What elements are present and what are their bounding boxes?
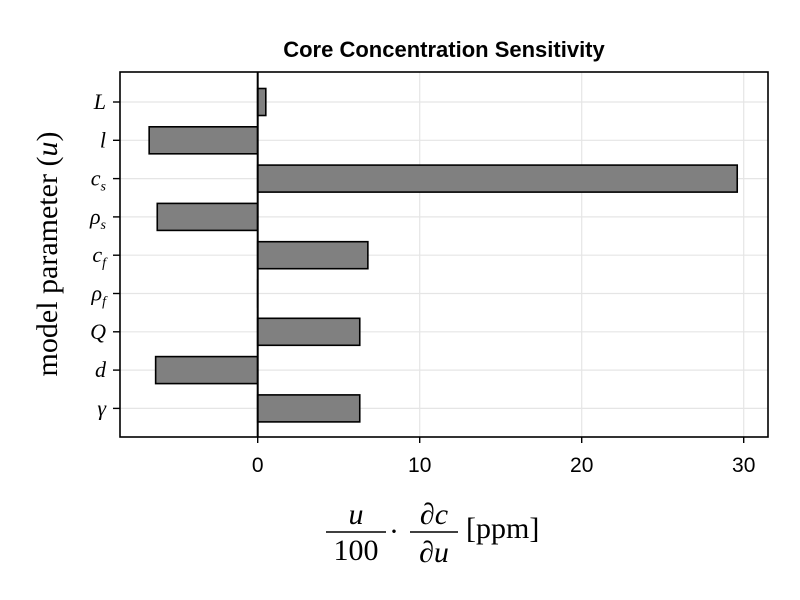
x-label-den2: ∂u (419, 536, 449, 569)
y-tick-label: l (100, 127, 106, 152)
x-axis-label: u 100 · ∂c ∂u [ppm] (326, 498, 539, 569)
x-label-units: [ppm] (466, 512, 539, 545)
y-tick-label: γ (97, 395, 107, 420)
x-label-num1: u (349, 498, 364, 531)
bar (148, 126, 259, 155)
x-tick-label: 30 (732, 454, 755, 477)
bar (154, 355, 259, 385)
bar (256, 240, 369, 270)
y-axis-label: model parameter (u) (31, 132, 64, 377)
y-axis-ticks: Ll cs ρs cf ρf Qdγ (89, 89, 120, 420)
bar (256, 394, 361, 423)
x-axis-ticks: 0 10 20 30 (252, 437, 755, 477)
y-tick-label: L (93, 89, 106, 114)
x-label-num2: ∂c (420, 498, 448, 531)
y-tick-label: ρs (89, 204, 107, 233)
y-axis-label-var: u (31, 142, 64, 157)
bar (256, 87, 267, 117)
y-tick-label: cs (91, 166, 107, 195)
bar (256, 317, 361, 347)
bar (256, 164, 739, 193)
x-tick-label: 20 (570, 454, 593, 477)
y-axis-label-text: model parameter (31, 167, 64, 377)
x-label-dot: · (389, 515, 399, 548)
bar (156, 202, 259, 232)
x-label-den1: 100 (334, 534, 379, 567)
chart-title: Core Concentration Sensitivity (283, 37, 605, 62)
y-tick-label: ρf (91, 281, 109, 310)
y-tick-label: cf (92, 242, 108, 271)
x-tick-label: 0 (252, 454, 264, 477)
y-tick-label: Q (90, 319, 106, 344)
x-tick-label: 10 (408, 454, 431, 477)
bars (148, 87, 739, 423)
y-tick-label: d (95, 357, 107, 382)
